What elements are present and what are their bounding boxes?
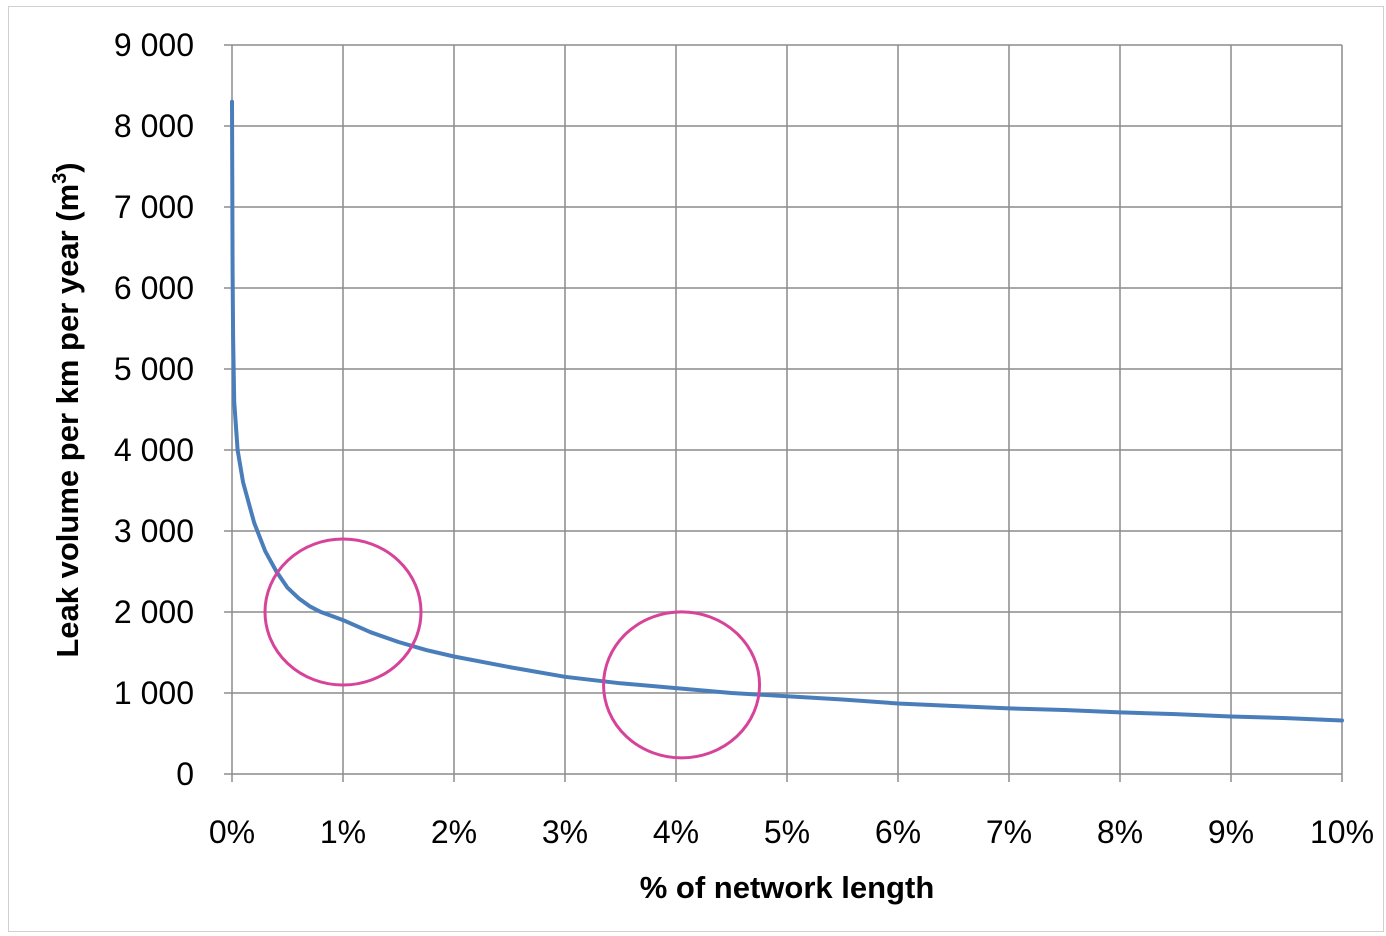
- x-tick-label: 1%: [320, 814, 366, 850]
- x-tick-labels: 0% 1% 2% 3% 4% 5% 6% 7% 8% 9% 10%: [209, 814, 1374, 850]
- y-tick-label: 4 000: [114, 432, 194, 468]
- x-tick-label: 0%: [209, 814, 255, 850]
- axes: [224, 44, 1343, 782]
- grid-lines: [232, 44, 1343, 774]
- x-tick-label: 10%: [1310, 814, 1374, 850]
- series-line: [230, 99, 1344, 723]
- y-tick-label: 8 000: [114, 108, 194, 144]
- annotation-circle: [602, 610, 762, 760]
- x-tick-label: 6%: [875, 814, 921, 850]
- y-axis-title-superscript: 3: [49, 173, 71, 184]
- y-tick-label: 7 000: [114, 189, 194, 225]
- y-tick-label: 3 000: [114, 513, 194, 549]
- y-tick-label: 5 000: [114, 351, 194, 387]
- y-axis-title-close: ): [50, 162, 85, 172]
- chart-frame: [8, 6, 1384, 932]
- x-tick-label: 8%: [1097, 814, 1143, 850]
- x-tick-label: 5%: [764, 814, 810, 850]
- annotation-circles: [263, 537, 762, 760]
- y-tick-label: 6 000: [114, 270, 194, 306]
- annotation-circle: [263, 537, 423, 687]
- x-tick-label: 2%: [431, 814, 477, 850]
- x-tick-label: 9%: [1208, 814, 1254, 850]
- y-axis-title-main: Leak volume per km per year (m: [50, 184, 85, 658]
- y-axis-title: Leak volume per km per year (m3): [49, 162, 85, 657]
- y-tick-label: 2 000: [114, 594, 194, 630]
- y-tick-label: 9 000: [114, 27, 194, 63]
- y-tick-label: 0: [176, 756, 194, 792]
- y-tick-labels: 0 1 000 2 000 3 000 4 000 5 000 6 000 7 000 8 00…: [114, 27, 194, 792]
- x-tick-label: 4%: [653, 814, 699, 850]
- y-tick-label: 1 000: [114, 675, 194, 711]
- x-tick-label: 3%: [542, 814, 588, 850]
- x-axis-title: % of network length: [640, 870, 935, 905]
- x-tick-label: 7%: [986, 814, 1032, 850]
